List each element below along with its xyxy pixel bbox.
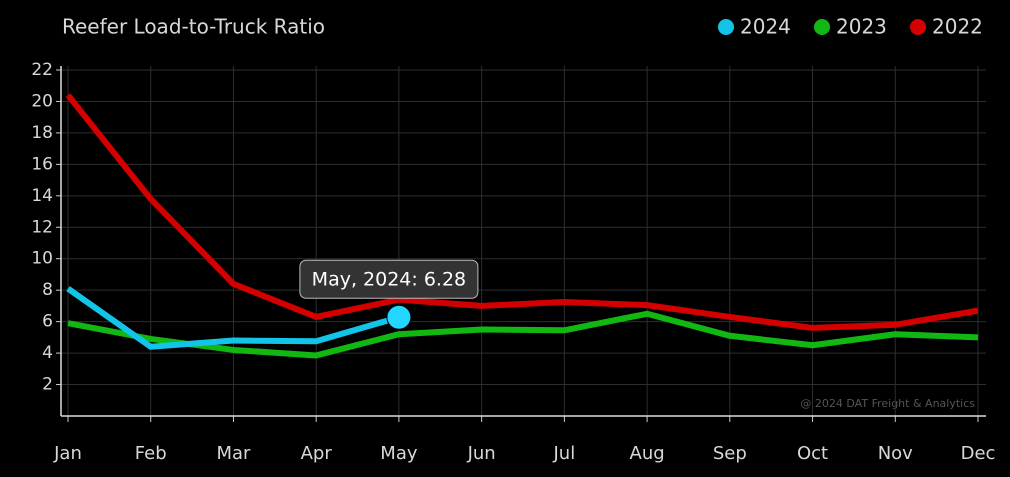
x-tick-label: Feb — [135, 443, 167, 464]
x-tick-label: Jul — [553, 443, 576, 464]
y-tick-label: 12 — [31, 217, 53, 237]
series-line — [65, 93, 979, 331]
y-tick-label: 4 — [42, 343, 53, 363]
legend-marker — [718, 19, 734, 35]
y-tick-label: 6 — [42, 312, 53, 332]
tooltip-text: May, 2024: 6.28 — [312, 269, 466, 291]
y-tick-label: 18 — [31, 123, 53, 143]
x-tick-label: Jun — [467, 443, 496, 464]
y-tick-label: 8 — [42, 280, 53, 300]
legend-label: 2023 — [836, 15, 887, 39]
x-tick-label: Jan — [53, 443, 82, 464]
x-tick-label: Nov — [878, 443, 913, 464]
watermark: @ 2024 DAT Freight & Analytics — [800, 397, 975, 410]
y-tick-label: 20 — [31, 91, 53, 111]
series-line — [66, 286, 400, 350]
x-tick-label: Sep — [713, 443, 747, 464]
x-tick-label: Mar — [216, 443, 251, 464]
highlight-point — [386, 304, 412, 330]
x-tick-label: May — [380, 443, 418, 464]
tooltip-box — [299, 259, 479, 299]
x-tick-label: Apr — [301, 443, 333, 464]
legend-marker — [910, 19, 926, 35]
y-tick-label: 22 — [31, 60, 53, 80]
legend-marker — [814, 19, 830, 35]
y-tick-label: 14 — [31, 186, 53, 206]
x-tick-label: Aug — [630, 443, 665, 464]
y-tick-label: 16 — [31, 154, 53, 174]
chart-title: Reefer Load-to-Truck Ratio — [62, 15, 325, 39]
x-tick-label: Dec — [961, 443, 996, 464]
y-tick-label: 10 — [31, 249, 53, 269]
legend-label: 2024 — [740, 15, 791, 39]
series-line — [67, 310, 979, 359]
y-tick-label: 2 — [42, 375, 53, 395]
legend-label: 2022 — [932, 15, 983, 39]
x-tick-label: Oct — [797, 443, 828, 464]
